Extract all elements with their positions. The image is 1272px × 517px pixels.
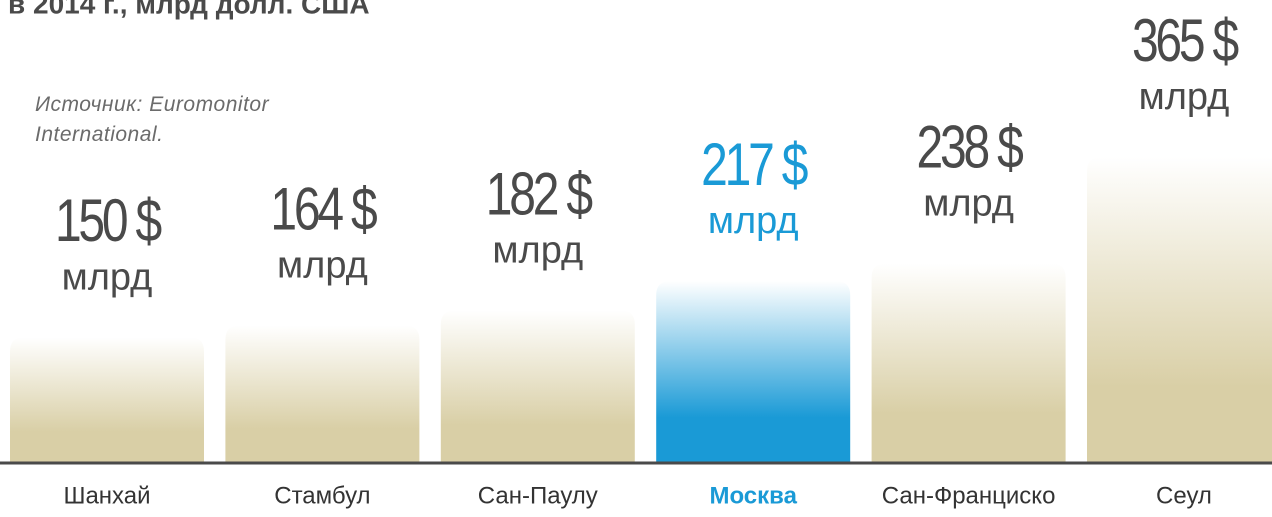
- value-unit: млрд: [923, 183, 1014, 225]
- chart-title: в 2014 г., млрд долл. США: [8, 0, 370, 19]
- bar: [656, 281, 851, 463]
- value-label: 238 $: [917, 113, 1024, 180]
- x-tick-label: Стамбул: [274, 482, 370, 509]
- source-note: Источник: Euromonitor International.: [35, 93, 270, 146]
- x-tick-label: Сан-Франциско: [882, 482, 1056, 509]
- value-label: 150 $: [55, 187, 162, 254]
- x-tick-label: Москва: [709, 482, 797, 509]
- bar: [440, 310, 635, 463]
- value-label: 365 $: [1132, 7, 1239, 74]
- bar: [1087, 157, 1272, 463]
- value-unit: млрд: [62, 256, 153, 298]
- value-unit: млрд: [492, 229, 583, 271]
- x-tick-label: Сан-Паулу: [478, 482, 598, 509]
- x-tick-label: Шанхай: [63, 482, 150, 509]
- bar: [10, 337, 204, 463]
- x-tick-label: Сеул: [1156, 482, 1212, 509]
- bar: [871, 263, 1066, 463]
- value-unit: млрд: [1139, 76, 1230, 118]
- value-label: 217 $: [701, 131, 808, 198]
- value-unit: млрд: [708, 200, 799, 242]
- value-label: 182 $: [486, 160, 593, 227]
- value-label: 164 $: [270, 175, 377, 242]
- value-unit: млрд: [277, 245, 368, 287]
- bar: [225, 325, 420, 463]
